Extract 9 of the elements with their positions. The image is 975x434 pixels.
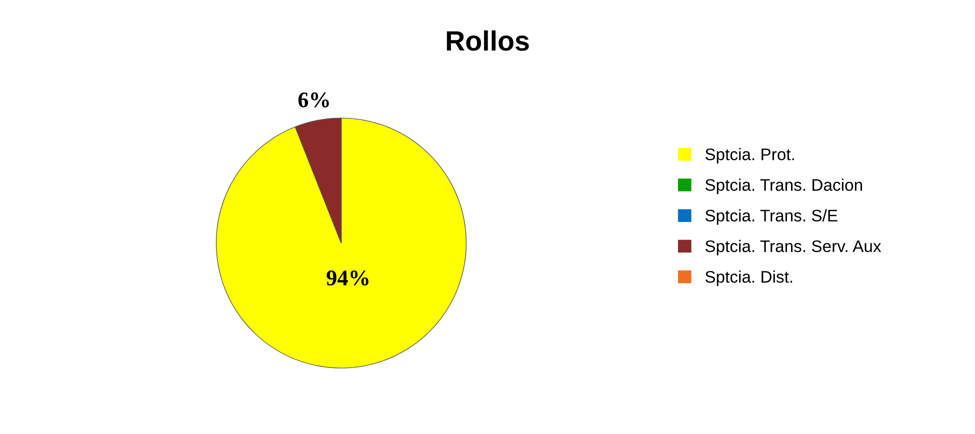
data-label: 6%	[298, 92, 329, 108]
data-label: 94%	[326, 270, 368, 286]
legend-label: Sptcia. Trans. Serv. Aux	[705, 240, 882, 256]
legend-label: Sptcia. Dist.	[705, 270, 792, 286]
pie-slice	[216, 118, 467, 368]
legend-label: Sptcia. Trans. S/E	[705, 209, 838, 225]
legend-label: Sptcia. Prot.	[705, 148, 794, 164]
chart-title: Rollos	[446, 30, 529, 51]
legend-label: Sptcia. Trans. Dacion	[705, 178, 862, 194]
